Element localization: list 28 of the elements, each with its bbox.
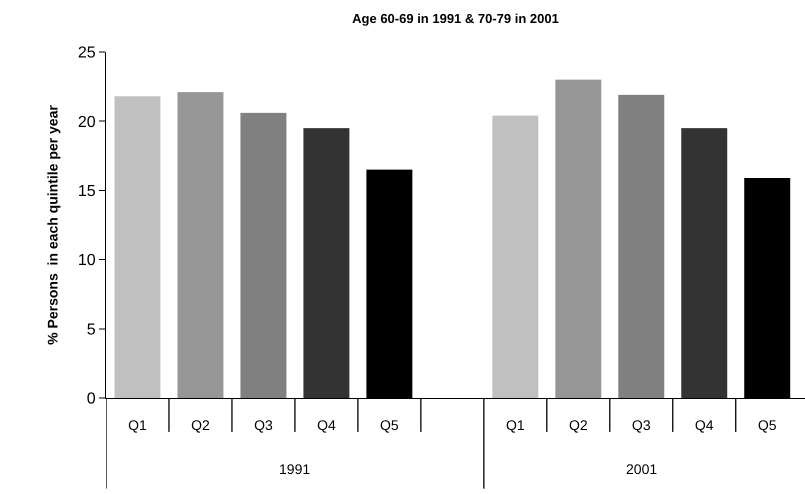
x-tick-label: Q1 <box>506 416 525 433</box>
bar <box>240 112 286 398</box>
y-tick-label: 20 <box>78 114 96 131</box>
x-tick-label: Q4 <box>317 416 336 433</box>
y-tick-label: 15 <box>78 183 96 200</box>
y-tick-label: 5 <box>86 321 96 338</box>
x-tick-label: Q2 <box>568 416 588 433</box>
y-tick-label: 0 <box>86 390 96 408</box>
x-tick-label: Q3 <box>632 416 651 433</box>
x-tick-label: Q2 <box>191 416 210 433</box>
bar <box>177 92 224 398</box>
bar <box>618 94 664 398</box>
bar <box>303 128 350 398</box>
chart-title: Age 60-69 in 1991 & 70-79 in 2001 <box>352 11 559 26</box>
bar <box>114 96 160 398</box>
x-tick-label: Q3 <box>254 416 273 433</box>
y-axis-title: % Persons in each quintile per year <box>44 104 60 345</box>
y-tick-label: 10 <box>78 252 96 270</box>
x-tick-label: Q5 <box>758 416 777 433</box>
bar <box>492 116 538 398</box>
x-tick-label: Q1 <box>128 416 148 433</box>
text: 2001 <box>626 461 658 477</box>
bar <box>555 80 602 398</box>
x-tick-label: Q5 <box>380 416 399 433</box>
bar <box>681 128 728 398</box>
y-tick-label: 25 <box>78 44 96 62</box>
text: 1991 <box>279 461 310 477</box>
x-tick-label: Q4 <box>694 416 714 433</box>
